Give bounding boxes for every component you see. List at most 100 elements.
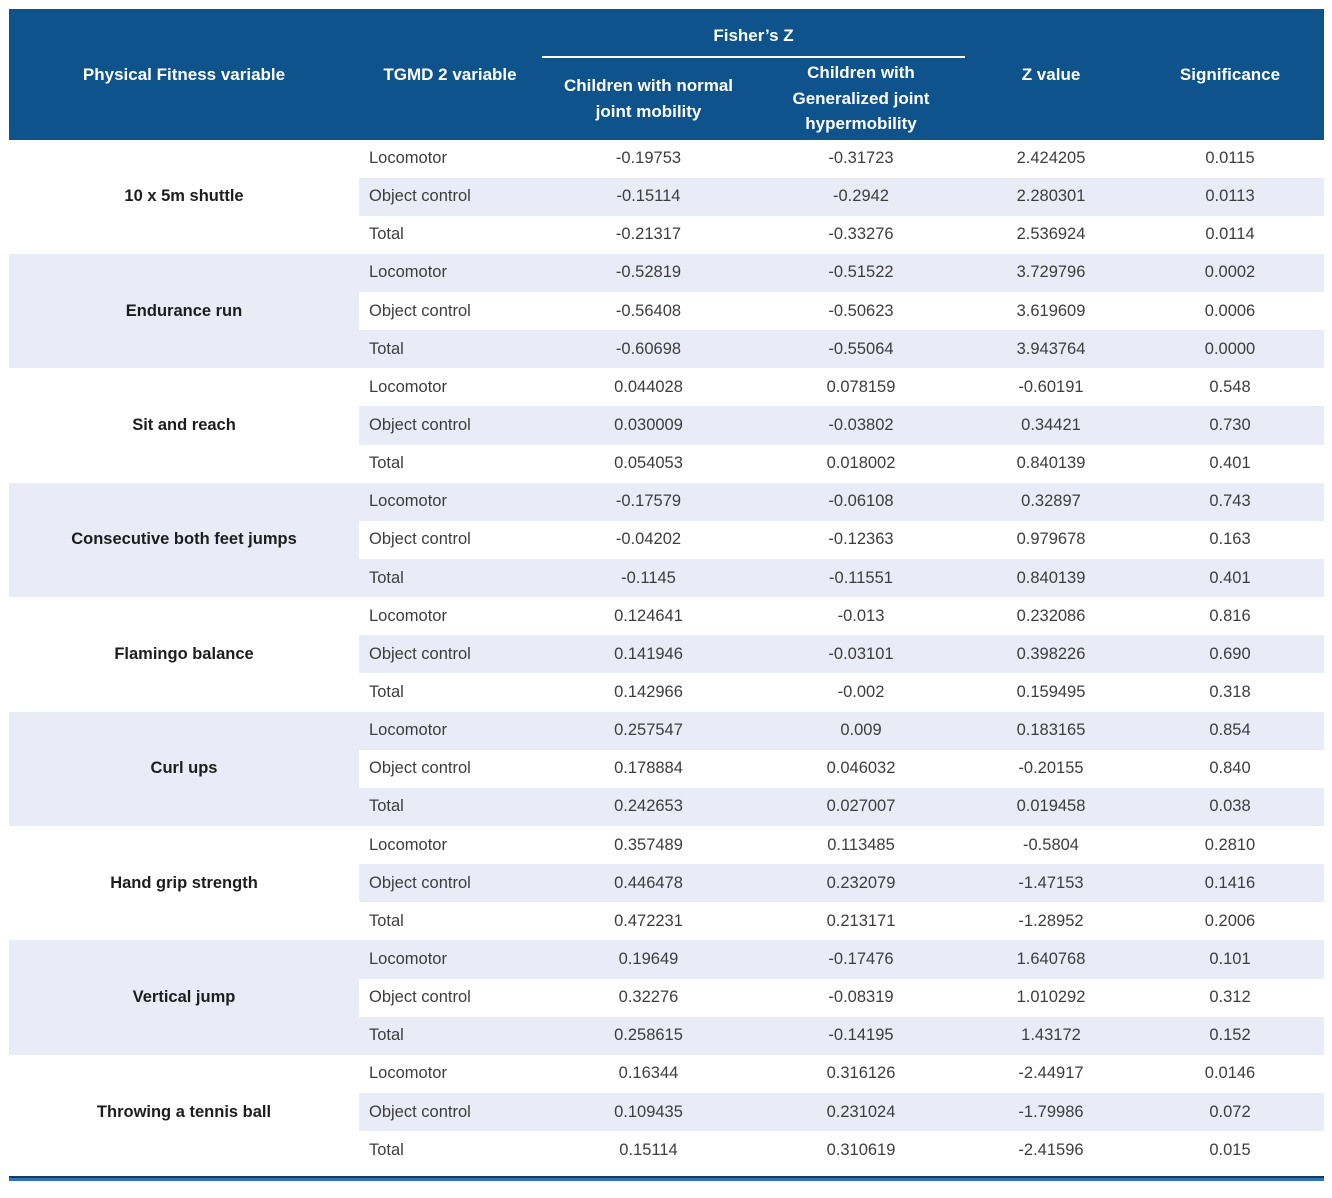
fisherz-normal-cell: 0.258615: [541, 1016, 756, 1055]
fisherz-normal-cell: -0.15114: [541, 177, 756, 216]
fisherz-hyper-cell: -0.2942: [756, 177, 966, 216]
significance-cell: 0.854: [1136, 711, 1324, 750]
results-table: Physical Fitness variable TGMD 2 variabl…: [9, 9, 1324, 1170]
fisherz-hyper-cell: -0.002: [756, 673, 966, 712]
fisherz-hyper-cell: -0.03802: [756, 406, 966, 445]
table-row: Object control 0.141946 -0.03101 0.398226 0.…: [9, 635, 1324, 674]
zvalue-cell: 0.398226: [966, 635, 1136, 674]
fisherz-hyper-cell: 0.046032: [756, 749, 966, 788]
tgmd-variable-cell: Object control: [359, 520, 541, 560]
tgmd-variable-cell: Total: [359, 330, 541, 369]
zvalue-cell: -2.44917: [966, 1054, 1136, 1094]
tgmd-variable-cell: Object control: [359, 635, 541, 674]
table-row: Object control 0.446478 0.232079 -1.47153 0.…: [9, 864, 1324, 903]
fisherz-normal-cell: -0.19753: [541, 139, 756, 178]
fisherz-normal-cell: -0.04202: [541, 520, 756, 560]
fisherz-hyper-cell: -0.50623: [756, 292, 966, 331]
zvalue-cell: 2.280301: [966, 177, 1136, 216]
fisherz-hyper-cell: 0.310619: [756, 1131, 966, 1170]
zvalue-cell: -0.5804: [966, 826, 1136, 865]
header-physical-fitness-variable: Physical Fitness variable: [9, 9, 359, 140]
fisherz-hyper-cell: 0.316126: [756, 1054, 966, 1094]
tgmd-variable-cell: Total: [359, 1131, 541, 1170]
tgmd-variable-cell: Locomotor: [359, 139, 541, 178]
fishers-z-label: Fisher’s Z: [542, 9, 965, 58]
fisherz-hyper-cell: -0.31723: [756, 139, 966, 178]
zvalue-cell: 0.159495: [966, 673, 1136, 712]
significance-cell: 0.0146: [1136, 1054, 1324, 1094]
significance-cell: 0.840: [1136, 749, 1324, 788]
tgmd-variable-cell: Locomotor: [359, 368, 541, 407]
fitness-variable-cell: Consecutive both feet jumps: [9, 482, 359, 598]
significance-cell: 0.690: [1136, 635, 1324, 674]
fisherz-normal-cell: 0.32276: [541, 978, 756, 1017]
tgmd-variable-cell: Locomotor: [359, 940, 541, 979]
fisherz-normal-cell: 0.19649: [541, 940, 756, 979]
fisherz-hyper-cell: -0.11551: [756, 559, 966, 598]
zvalue-cell: 0.840139: [966, 559, 1136, 598]
fisherz-normal-cell: 0.257547: [541, 711, 756, 750]
fisherz-hyper-cell: -0.06108: [756, 482, 966, 521]
header-tgmd2-variable: TGMD 2 variable: [359, 9, 541, 140]
fisherz-normal-cell: -0.17579: [541, 482, 756, 521]
fitness-variable-cell: Flamingo balance: [9, 597, 359, 712]
fisherz-hyper-cell: -0.013: [756, 597, 966, 636]
fisherz-normal-cell: 0.472231: [541, 902, 756, 941]
table-row: Object control 0.109435 0.231024 -1.79986 0.…: [9, 1093, 1324, 1132]
fisherz-normal-cell: -0.1145: [541, 559, 756, 598]
zvalue-cell: -0.60191: [966, 368, 1136, 407]
fitness-variable-cell: Throwing a tennis ball: [9, 1054, 359, 1170]
table-row: Object control -0.15114 -0.2942 2.280301 0.0…: [9, 177, 1324, 216]
zvalue-cell: -1.79986: [966, 1093, 1136, 1132]
fisherz-normal-cell: 0.178884: [541, 749, 756, 788]
table-row: Throwing a tennis ball Locomotor 0.16344 0.…: [9, 1054, 1324, 1170]
significance-cell: 0.548: [1136, 368, 1324, 407]
significance-cell: 0.1416: [1136, 864, 1324, 903]
table-row: Curl ups Locomotor 0.257547 0.009 0.183165 0.…: [9, 711, 1324, 827]
table-row: Hand grip strength Locomotor 0.357489 0.113…: [9, 826, 1324, 941]
fisherz-normal-cell: 0.124641: [541, 597, 756, 636]
table-row: Flamingo balance Locomotor 0.124641 -0.013 0…: [9, 597, 1324, 712]
fisherz-hyper-cell: -0.33276: [756, 215, 966, 254]
table-row: Total 0.15114 0.310619 -2.41596 0.015: [9, 1131, 1324, 1170]
significance-cell: 0.101: [1136, 940, 1324, 979]
zvalue-cell: 0.840139: [966, 444, 1136, 483]
zvalue-cell: 1.010292: [966, 978, 1136, 1017]
significance-cell: 0.038: [1136, 787, 1324, 827]
fisherz-hyper-cell: -0.55064: [756, 330, 966, 369]
table-row: Object control -0.04202 -0.12363 0.979678 0.…: [9, 520, 1324, 560]
significance-cell: 0.072: [1136, 1093, 1324, 1132]
tgmd-variable-cell: Locomotor: [359, 711, 541, 750]
fisherz-normal-cell: 0.357489: [541, 826, 756, 865]
significance-cell: 0.152: [1136, 1016, 1324, 1055]
fitness-variable-cell: Vertical jump: [9, 940, 359, 1055]
tgmd-variable-cell: Total: [359, 215, 541, 254]
table-row: Object control 0.030009 -0.03802 0.34421 0.7…: [9, 406, 1324, 445]
fisherz-hyper-cell: 0.113485: [756, 826, 966, 865]
tgmd-variable-cell: Total: [359, 787, 541, 827]
tgmd-variable-cell: Locomotor: [359, 597, 541, 636]
significance-cell: 0.0002: [1136, 253, 1324, 293]
zvalue-cell: 1.640768: [966, 940, 1136, 979]
fisherz-hyper-cell: -0.14195: [756, 1016, 966, 1055]
zvalue-cell: 2.536924: [966, 215, 1136, 254]
fisherz-hyper-cell: -0.51522: [756, 253, 966, 293]
zvalue-cell: -0.20155: [966, 749, 1136, 788]
fitness-variable-cell: Sit and reach: [9, 368, 359, 483]
bottom-rule-blue-line: [9, 1178, 1324, 1182]
significance-cell: 0.2810: [1136, 826, 1324, 865]
significance-cell: 0.816: [1136, 597, 1324, 636]
table-header: Physical Fitness variable TGMD 2 variabl…: [9, 9, 1324, 140]
zvalue-cell: 0.34421: [966, 406, 1136, 445]
significance-cell: 0.2006: [1136, 902, 1324, 941]
zvalue-cell: 0.979678: [966, 520, 1136, 560]
zvalue-cell: -2.41596: [966, 1131, 1136, 1170]
fisherz-normal-cell: -0.56408: [541, 292, 756, 331]
fisherz-hyper-cell: 0.231024: [756, 1093, 966, 1132]
tgmd-variable-cell: Object control: [359, 177, 541, 216]
fisherz-normal-cell: -0.21317: [541, 215, 756, 254]
significance-cell: 0.0000: [1136, 330, 1324, 369]
fitness-variable-cell: Hand grip strength: [9, 826, 359, 941]
fisherz-hyper-cell: 0.009: [756, 711, 966, 750]
fisherz-hyper-cell: 0.232079: [756, 864, 966, 903]
